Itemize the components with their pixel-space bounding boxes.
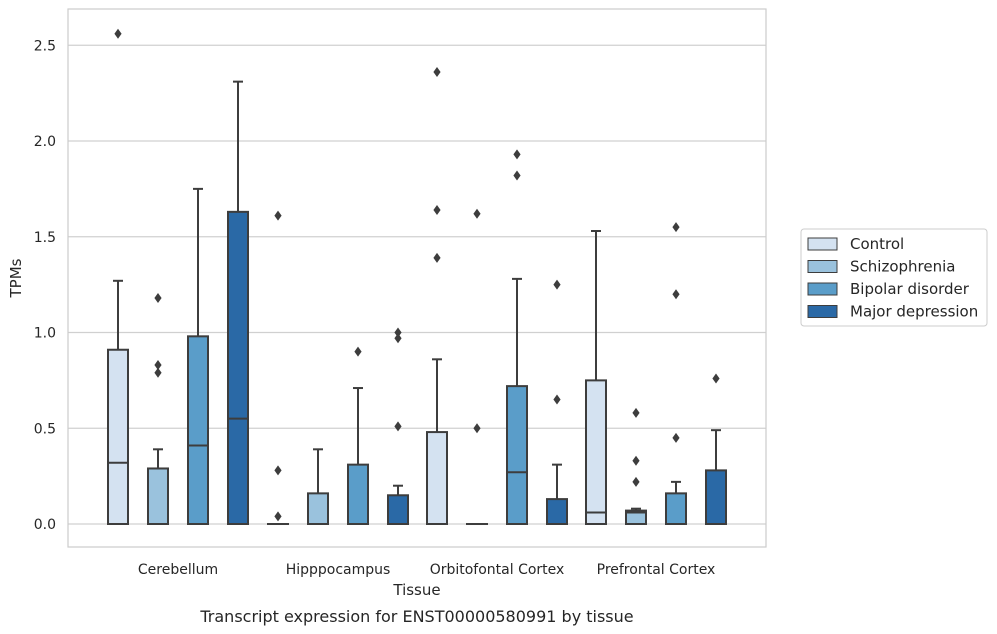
legend-entries: Control Schizophrenia Bipolar disorder Majo…	[807, 235, 978, 321]
box-rect	[426, 431, 448, 525]
legend-label-0: Control	[850, 235, 904, 253]
box-0-0	[107, 28, 129, 525]
outlier-0	[513, 149, 521, 160]
box-0-1	[147, 293, 169, 525]
y-tick-label-3: 1.5	[34, 230, 56, 246]
box-2-3	[546, 279, 568, 526]
outlier-0	[553, 279, 561, 290]
box-1-2	[347, 346, 369, 526]
y-tick-label-0: 0.0	[34, 517, 56, 533]
y-tick-label-2: 1.0	[34, 326, 56, 342]
x-tick-label-1: Hipppocampus	[286, 562, 391, 578]
y-gridlines	[68, 44, 766, 525]
box-0-2	[187, 187, 209, 525]
outlier-2	[632, 476, 640, 487]
chart-caption: Transcript expression for ENST0000058099…	[199, 607, 633, 626]
outlier-1	[632, 455, 640, 466]
outlier-0	[672, 222, 680, 233]
box-1-0	[267, 210, 289, 526]
y-tick-labels: 0.0 0.5 1.0 1.5 2.0 2.5	[34, 38, 56, 533]
outlier-2	[433, 252, 441, 263]
outlier-0	[354, 346, 362, 357]
outlier-0	[712, 373, 720, 384]
x-axis-label: Tissue	[392, 581, 440, 599]
outlier-1	[553, 394, 561, 405]
legend-swatch-0	[807, 237, 838, 251]
legend-swatch-1	[807, 260, 838, 273]
box-rect	[107, 348, 129, 525]
legend-label-3: Major depression	[850, 303, 978, 321]
outlier-0	[632, 407, 640, 418]
legend-frame	[800, 228, 988, 327]
outlier-1	[513, 170, 521, 181]
y-tick-label-1: 0.5	[34, 421, 56, 437]
box-rect	[387, 494, 409, 525]
box-rect	[147, 467, 169, 525]
legend-swatch-2	[807, 282, 838, 296]
box-rect	[546, 498, 568, 526]
outlier-1	[274, 465, 282, 476]
box-1-1	[307, 448, 329, 525]
box-2-0	[426, 67, 448, 525]
box-rect	[307, 492, 329, 525]
outlier-2	[394, 421, 402, 432]
outlier-1	[672, 289, 680, 300]
box-3-1	[625, 407, 647, 526]
legend: Control Schizophrenia Bipolar disorder Majo…	[800, 228, 988, 327]
outlier-0	[394, 327, 402, 338]
box-3-0	[585, 230, 607, 525]
legend-label-2: Bipolar disorder	[850, 280, 970, 298]
box-rect	[347, 463, 369, 526]
outlier-1	[154, 360, 162, 371]
box-rect	[227, 210, 249, 525]
legend-label-1: Schizophrenia	[850, 258, 955, 276]
outlier-0	[274, 210, 282, 221]
outlier-0	[114, 28, 122, 39]
outlier-0	[433, 67, 441, 78]
box-2-1	[466, 208, 488, 526]
x-tick-label-2: Orbitofontal Cortex	[430, 562, 565, 578]
x-tick-label-3: Prefrontal Cortex	[597, 562, 716, 578]
outlier-2	[154, 367, 162, 378]
x-tick-label-0: Cerebellum	[138, 562, 218, 578]
outlier-2	[672, 432, 680, 443]
y-axis-label: TPMs	[7, 258, 25, 298]
outlier-1	[394, 333, 402, 344]
legend-swatch-3	[807, 305, 838, 318]
outlier-1	[473, 423, 481, 434]
box-0-3	[227, 80, 249, 525]
outlier-0	[154, 293, 162, 304]
box-3-2	[665, 222, 687, 525]
box-rect	[506, 385, 528, 525]
box-rect	[585, 379, 607, 525]
plot-frame	[67, 8, 767, 548]
box-2-2	[506, 149, 528, 525]
outlier-2	[274, 511, 282, 522]
box-3-3	[705, 373, 727, 526]
box-rect	[187, 335, 209, 525]
box-rect	[625, 509, 647, 526]
y-tick-label-4: 2.0	[34, 134, 56, 150]
box-marks	[107, 28, 727, 526]
outlier-0	[473, 208, 481, 219]
box-rect	[705, 469, 727, 526]
box-1-3	[387, 327, 409, 525]
outlier-1	[433, 204, 441, 215]
y-tick-label-5: 2.5	[34, 38, 56, 54]
x-tick-labels: Cerebellum Hipppocampus Orbitofontal Corte…	[138, 562, 715, 578]
box-rect	[665, 492, 687, 525]
